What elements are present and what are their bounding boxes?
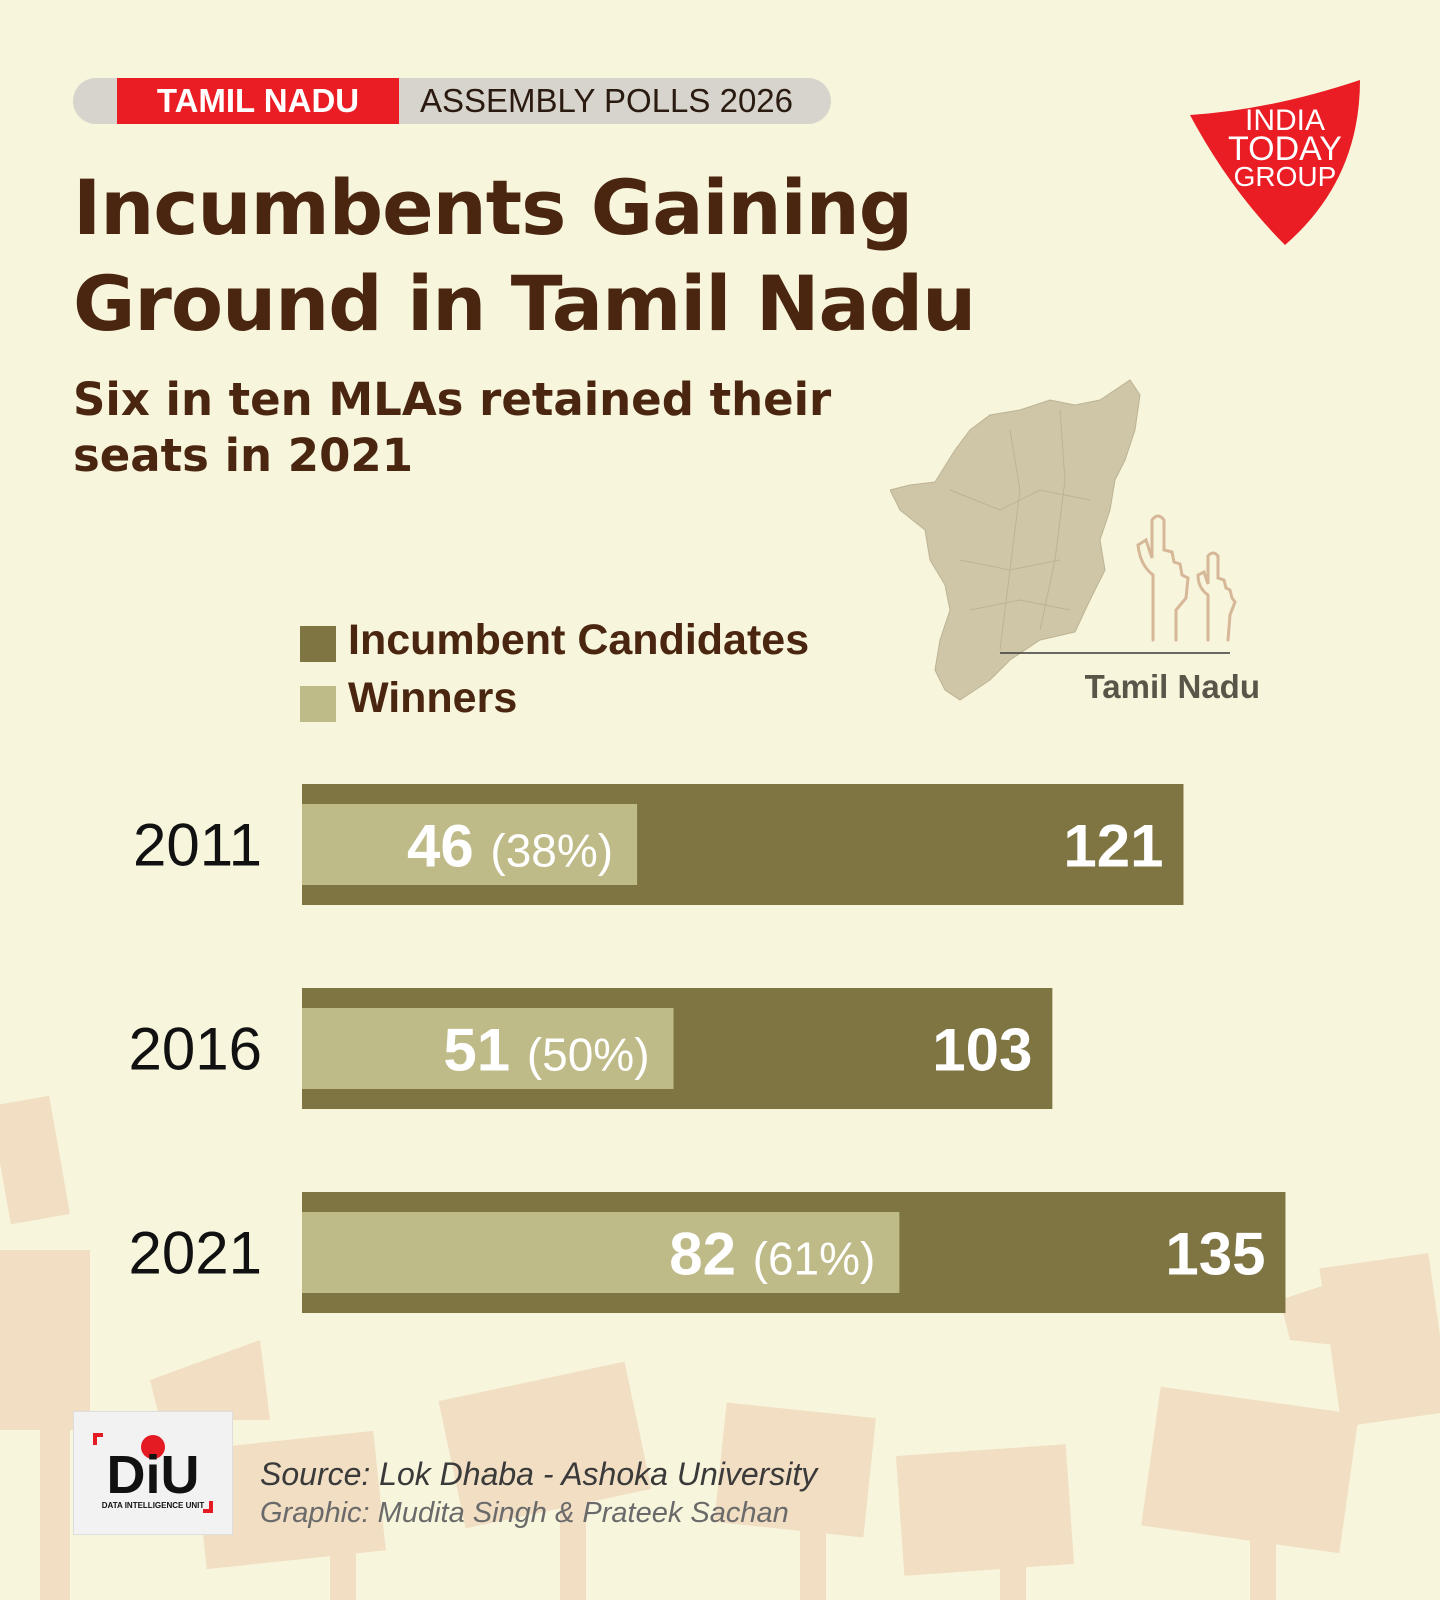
- winners-value-label: 82 (61%): [669, 1221, 875, 1288]
- winners-bar: [302, 804, 638, 885]
- year-label: 2011: [133, 812, 262, 879]
- graphic-credit: Graphic: Mudita Singh & Prateek Sachan: [260, 1497, 789, 1529]
- winners-value-label: 51 (50%): [443, 1017, 649, 1084]
- year-label: 2016: [129, 1016, 262, 1083]
- legend-label-winners: Winners: [348, 674, 518, 722]
- logo-line-today: TODAY: [1228, 130, 1342, 168]
- subtitle-line-1: Six in ten MLAs retained their: [73, 373, 832, 426]
- incumbent-value-label: 135: [1165, 1221, 1265, 1288]
- page-subtitle: Six in ten MLAs retained their seats in …: [73, 372, 893, 484]
- tamil-nadu-map: [890, 379, 1237, 701]
- title-line-2: Ground in Tamil Nadu: [73, 259, 976, 348]
- incumbent-value-label: 103: [932, 1017, 1032, 1084]
- map-label: Tamil Nadu: [1084, 668, 1260, 705]
- subtitle-line-2: seats in 2021: [73, 429, 414, 482]
- legend-swatch-incumbents: [300, 626, 336, 662]
- winners-value-label: 46 (38%): [407, 813, 613, 880]
- logo-shield-icon: [1190, 80, 1360, 245]
- winners-bar: [302, 1212, 900, 1293]
- diu-logo-mark-icon: DiU DATA INTELLIGENCE UNIT: [93, 1433, 213, 1513]
- title-line-1: Incumbents Gaining: [73, 163, 913, 252]
- year-label: 2021: [129, 1220, 262, 1287]
- legend-label-incumbents: Incumbent Candidates: [348, 616, 810, 664]
- page-title: Incumbents Gaining Ground in Tamil Nadu: [73, 160, 1073, 352]
- diu-badge-subtext: DATA INTELLIGENCE UNIT: [102, 1501, 205, 1510]
- logo-line-india: INDIA: [1245, 104, 1325, 137]
- voting-finger-icon: [1136, 514, 1237, 642]
- tamil-nadu-outline-icon: [890, 379, 1141, 701]
- legend-swatch-winners: [300, 686, 336, 722]
- event-tag: ASSEMBLY POLLS 2026: [420, 82, 794, 119]
- legend: Incumbent Candidates Winners: [300, 616, 900, 732]
- logo-line-group: GROUP: [1234, 161, 1337, 192]
- diu-logo: DiU DATA INTELLIGENCE UNIT: [73, 1411, 233, 1535]
- winners-bar: [302, 1008, 674, 1089]
- india-today-group-logo: INDIA TODAY GROUP: [1190, 80, 1360, 245]
- incumbent-value-label: 121: [1063, 813, 1163, 880]
- bar-chart: 2011 121 46 (38%) 2016 103 51 (50%) 2021 135 82 …: [129, 784, 1286, 1313]
- diu-badge-text: DiU: [107, 1445, 200, 1505]
- state-tag: TAMIL NADU: [117, 78, 399, 124]
- source-note: Source: Lok Dhaba - Ashoka University: [260, 1456, 818, 1492]
